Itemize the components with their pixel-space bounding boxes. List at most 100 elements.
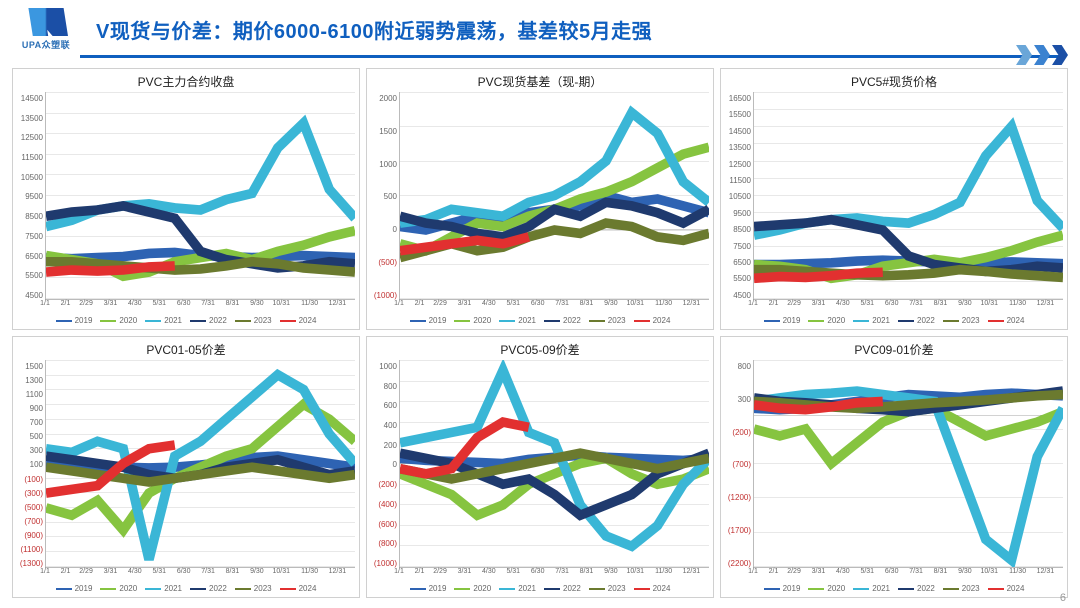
- legend-label: 2020: [473, 316, 491, 325]
- legend-swatch: [544, 588, 560, 590]
- legend-swatch: [589, 588, 605, 590]
- legend-label: 2024: [1007, 584, 1025, 593]
- legend-item: 2024: [280, 584, 317, 593]
- header: UPA众塑联 V现货与价差：期价6000-6100附近弱势震荡，基差较5月走强: [0, 0, 1080, 55]
- legend-swatch: [280, 320, 296, 322]
- series-line: [46, 266, 175, 272]
- legend-label: 2021: [164, 584, 182, 593]
- legend-item: 2024: [634, 584, 671, 593]
- legend-swatch: [280, 588, 296, 590]
- x-axis-labels: 1/12/12/293/314/305/316/307/318/319/3010…: [45, 568, 355, 582]
- plot-area: [753, 92, 1063, 300]
- legend-label: 2019: [75, 584, 93, 593]
- legend-label: 2024: [653, 316, 671, 325]
- legend-label: 2024: [1007, 316, 1025, 325]
- legend-swatch: [190, 588, 206, 590]
- legend-item: 2019: [410, 316, 447, 325]
- legend-swatch: [235, 588, 251, 590]
- chart-legend: 201920202021202220232024: [371, 582, 709, 595]
- legend-item: 2024: [988, 584, 1025, 593]
- logo-text: UPA众塑联: [22, 38, 70, 51]
- legend-item: 2022: [544, 316, 581, 325]
- legend-item: 2021: [499, 584, 536, 593]
- legend-label: 2023: [962, 584, 980, 593]
- legend-label: 2020: [473, 584, 491, 593]
- logo: UPA众塑联: [12, 8, 80, 51]
- legend-swatch: [764, 320, 780, 322]
- legend-item: 2023: [589, 584, 626, 593]
- legend-swatch: [988, 588, 1004, 590]
- legend-swatch: [898, 320, 914, 322]
- legend-item: 2022: [898, 316, 935, 325]
- legend-item: 2024: [280, 316, 317, 325]
- chart-panel: PVC主力合约收盘1450013500125001150010500950085…: [12, 68, 360, 330]
- title-rule: [80, 55, 1064, 58]
- legend-swatch: [853, 320, 869, 322]
- legend-swatch: [943, 588, 959, 590]
- legend-item: 2024: [634, 316, 671, 325]
- legend-item: 2019: [56, 584, 93, 593]
- legend-label: 2023: [254, 316, 272, 325]
- legend-item: 2019: [56, 316, 93, 325]
- legend-swatch: [988, 320, 1004, 322]
- chart-panel: PVC现货基差（现-期）2000150010005000(500)(1000)1…: [366, 68, 714, 330]
- chart-title: PVC主力合约收盘: [17, 71, 355, 92]
- plot-area: [399, 92, 709, 300]
- y-axis-labels: 2000150010005000(500)(1000): [371, 92, 399, 314]
- x-axis-labels: 1/12/12/293/314/305/316/307/318/319/3010…: [45, 300, 355, 314]
- legend-swatch: [100, 588, 116, 590]
- chart-panel: PVC09-01价差800300(200)(700)(1200)(1700)(2…: [720, 336, 1068, 598]
- legend-label: 2022: [563, 316, 581, 325]
- page-title: V现货与价差：期价6000-6100附近弱势震荡，基差较5月走强: [92, 15, 1064, 44]
- legend-item: 2020: [454, 584, 491, 593]
- y-axis-labels: 1450013500125001150010500950085007500650…: [17, 92, 45, 314]
- legend-swatch: [100, 320, 116, 322]
- legend-label: 2021: [164, 316, 182, 325]
- legend-label: 2019: [75, 316, 93, 325]
- legend-swatch: [898, 588, 914, 590]
- chart-title: PVC01-05价差: [17, 339, 355, 360]
- page-number: 6: [1060, 592, 1066, 604]
- legend-item: 2020: [808, 316, 845, 325]
- legend-item: 2021: [145, 584, 182, 593]
- legend-label: 2023: [608, 584, 626, 593]
- chart-title: PVC5#现货价格: [725, 71, 1063, 92]
- legend-item: 2021: [853, 584, 890, 593]
- plot-area: [45, 360, 355, 568]
- legend-label: 2022: [209, 316, 227, 325]
- legend-label: 2020: [827, 316, 845, 325]
- chart-panel: PVC01-05价差150013001100900700500300100(10…: [12, 336, 360, 598]
- chart-title: PVC09-01价差: [725, 339, 1063, 360]
- legend-label: 2020: [119, 584, 137, 593]
- chart-legend: 2019 2020 2021 2022 2023 2024: [17, 314, 355, 327]
- legend-swatch: [410, 320, 426, 322]
- chart-plot: 800300(200)(700)(1200)(1700)(2200)1/12/1…: [725, 360, 1063, 582]
- legend-label: 2019: [429, 584, 447, 593]
- legend-item: 2023: [589, 316, 626, 325]
- legend-item: 2022: [898, 584, 935, 593]
- legend-swatch: [145, 588, 161, 590]
- series-line: [754, 408, 1063, 463]
- legend-swatch: [634, 320, 650, 322]
- legend-item: 2023: [235, 584, 272, 593]
- legend-label: 2021: [518, 584, 536, 593]
- legend-item: 2023: [235, 316, 272, 325]
- legend-swatch: [808, 320, 824, 322]
- legend-label: 2024: [299, 316, 317, 325]
- legend-label: 2023: [962, 316, 980, 325]
- chart-legend: 2019 2020 2021 2022 2023 2024: [371, 314, 709, 327]
- legend-item: 2020: [100, 316, 137, 325]
- chart-plot: 150013001100900700500300100(100)(300)(50…: [17, 360, 355, 582]
- legend-label: 2023: [608, 316, 626, 325]
- legend-swatch: [454, 320, 470, 322]
- legend-label: 2019: [783, 316, 801, 325]
- legend-swatch: [145, 320, 161, 322]
- plot-area: [45, 92, 355, 300]
- legend-label: 2022: [209, 584, 227, 593]
- legend-label: 2021: [518, 316, 536, 325]
- legend-label: 2021: [872, 584, 890, 593]
- legend-label: 2020: [119, 316, 137, 325]
- y-axis-labels: 10008006004002000(200)(400)(600)(800)(10…: [371, 360, 399, 582]
- chart-plot: 1650015500145001350012500115001050095008…: [725, 92, 1063, 314]
- legend-swatch: [454, 588, 470, 590]
